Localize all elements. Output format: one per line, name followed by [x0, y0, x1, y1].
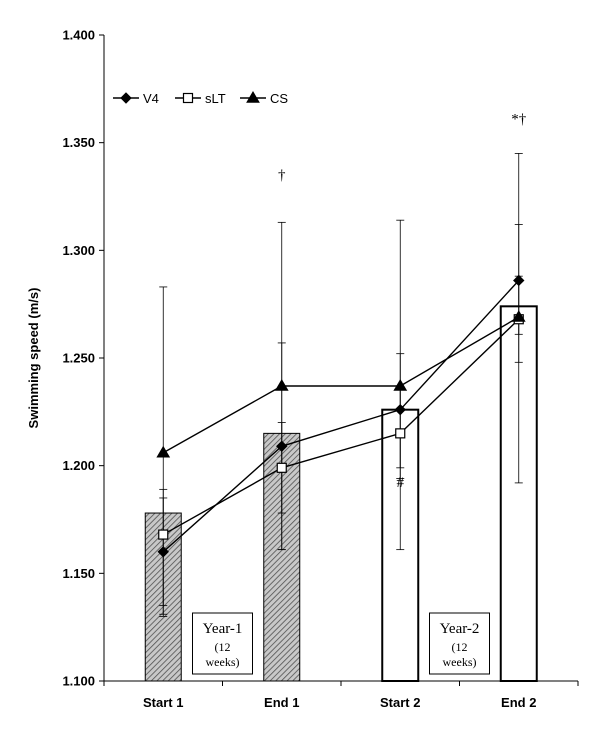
legend-label: sLT: [205, 91, 226, 106]
x-tick-label: End 1: [264, 695, 299, 710]
y-tick-label: 1.150: [62, 566, 95, 581]
year-box-title: Year-2: [440, 621, 480, 637]
data-point-cs: [274, 379, 289, 391]
series-line-cs: [162, 316, 520, 454]
data-point-slt: [158, 529, 169, 540]
data-point-cs: [393, 379, 408, 391]
year-box-line2: (12: [215, 640, 231, 654]
legend-marker: [246, 91, 260, 103]
data-point-v4: [513, 274, 525, 287]
legend-item-v4: V4: [113, 91, 159, 106]
data-point-cs: [156, 445, 171, 458]
series-line-v4: [162, 280, 520, 553]
legend-marker: [120, 92, 132, 104]
legend-item-cs: CS: [240, 91, 288, 106]
year-box-title: Year-1: [203, 621, 243, 637]
year-box-line3: weeks): [206, 655, 240, 669]
y-tick-label: 1.200: [62, 458, 95, 473]
y-tick-label: 1.300: [62, 243, 95, 258]
data-point-v4: [157, 546, 169, 558]
y-tick-label: 1.350: [62, 135, 95, 150]
year-box-line3: weeks): [443, 655, 477, 669]
data-point-slt: [276, 462, 287, 473]
year-box-frame: [192, 612, 253, 675]
year-box-frame: [429, 612, 490, 675]
bar-4: [499, 305, 538, 682]
legend-label: CS: [270, 91, 288, 106]
legend-item-slt: sLT: [175, 91, 226, 106]
legend-marker: [182, 92, 194, 104]
annotation-2: *†: [511, 111, 527, 127]
x-tick-label: End 2: [501, 695, 536, 710]
year-box-line2: (12: [452, 640, 468, 654]
y-tick-label: 1.100: [62, 674, 95, 689]
y-tick-label: 1.250: [62, 351, 95, 366]
legend-label: V4: [143, 91, 159, 106]
series-line-slt: [162, 318, 520, 536]
data-point-v4: [276, 440, 288, 452]
data-point-v4: [394, 403, 406, 416]
annotation-3: #: [397, 475, 405, 491]
x-tick-label: Start 2: [380, 695, 420, 710]
data-point-cs: [511, 310, 526, 322]
data-point-slt: [395, 428, 406, 439]
annotation-1: †: [278, 167, 286, 183]
y-tick-label: 1.400: [62, 28, 95, 43]
y-axis-label: Swimming speed (m/s): [26, 288, 41, 429]
x-tick-label: Start 1: [143, 695, 183, 710]
